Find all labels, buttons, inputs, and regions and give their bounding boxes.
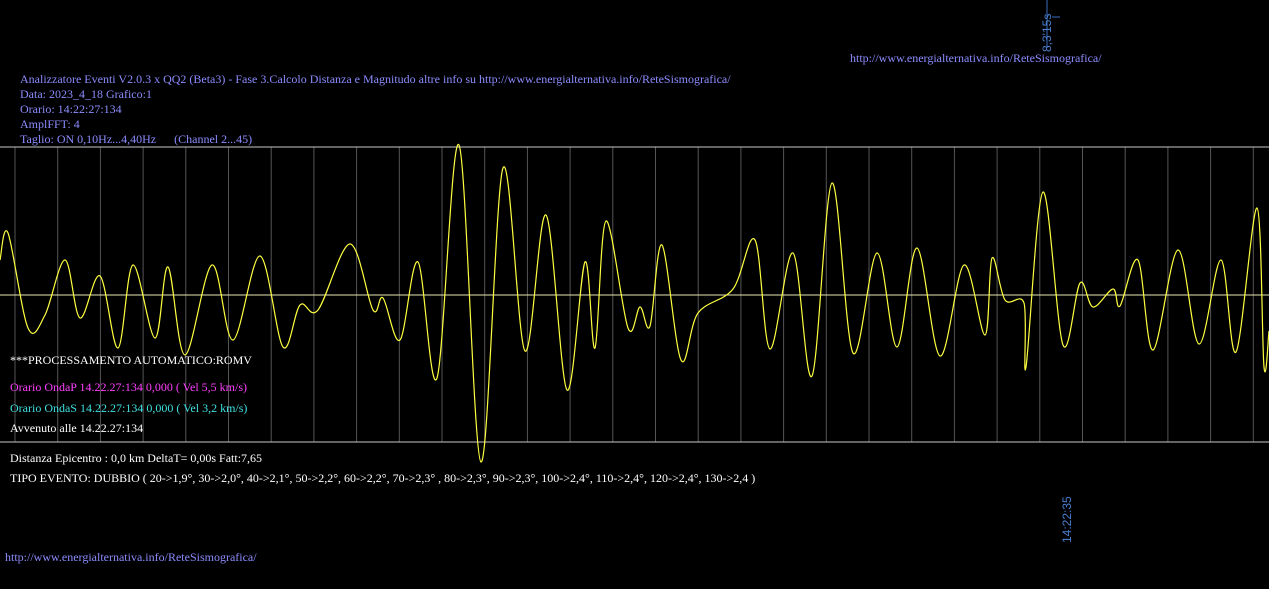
processing: ***PROCESSAMENTO AUTOMATICO:ROMV (10, 353, 252, 367)
top-url: http://www.energialternativa.info/ReteSi… (850, 51, 1102, 65)
occurred: Avvenuto alle 14.22.27:134 (10, 421, 143, 435)
event-type: TIPO EVENTO: DUBBIO ( 20->1,9°, 30->2,0°… (10, 471, 755, 485)
header-title: Analizzatore Eventi V2.0.3 x QQ2 (Beta3)… (20, 72, 731, 86)
header-time: Orario: 14:22:27:134 (20, 102, 122, 116)
distance: Distanza Epicentro : 0,0 km DeltaT= 0,00… (10, 451, 262, 465)
top-time-label: 8,3'15s (1040, 14, 1054, 52)
footer-url: http://www.energialternativa.info/ReteSi… (5, 550, 257, 564)
header-ampl: AmplFFT: 4 (20, 117, 80, 131)
waveform (0, 144, 1269, 463)
wave-p: Orario OndaP 14.22.27:134 0,000 ( Vel 5,… (10, 380, 247, 394)
wave-s: Orario OndaS 14.22.27:134 0,000 ( Vel 3,… (10, 401, 247, 415)
header-filter: Taglio: ON 0,10Hz...4,40Hz (Channel 2...… (20, 132, 252, 146)
time-marker: 14:22:35 (1060, 496, 1074, 543)
header-date: Data: 2023_4_18 Grafico:1 (20, 87, 152, 101)
